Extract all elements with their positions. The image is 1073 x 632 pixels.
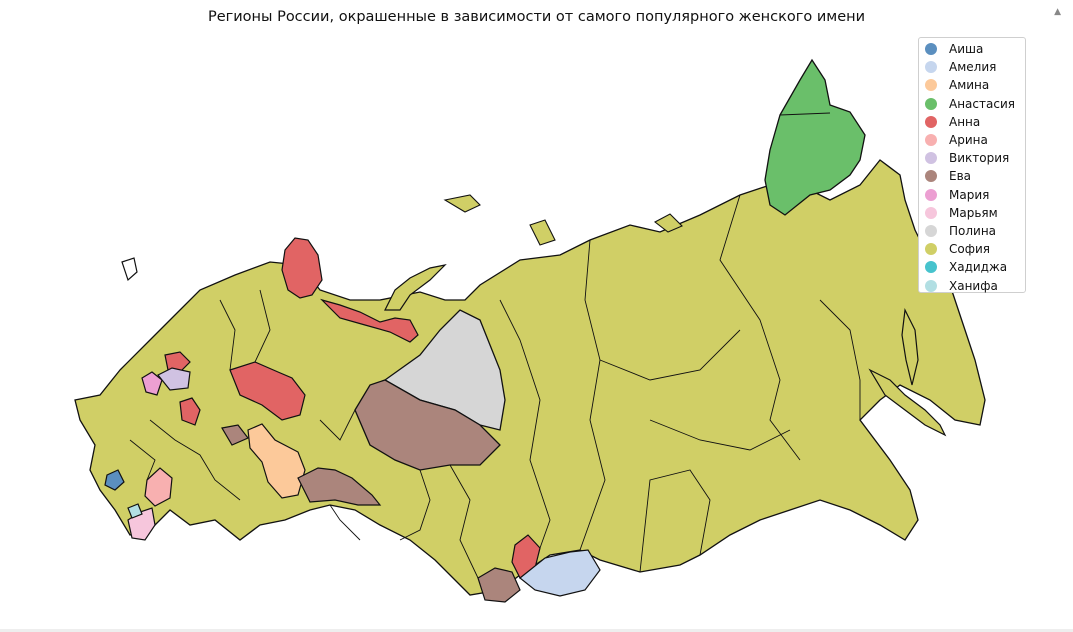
legend-label: Арина [949,133,988,148]
region-chukotka-border [779,112,831,116]
region-tuva [519,549,601,597]
legend-marker [925,188,937,201]
legend-item: Ева [925,167,1025,185]
region-chukotka [764,58,866,216]
region-chechnya [144,467,173,507]
region-karelia [281,237,323,299]
legend-item: Анна [925,113,1025,131]
legend-item: Ханифа [925,276,1025,294]
region-moscow [141,371,163,396]
region-sakhalin [901,307,919,386]
legend-item: Аиша [925,40,1025,58]
legend-marker [925,43,937,56]
region-novaya-zemlya [384,264,447,311]
legend-label: Ханифа [949,278,998,293]
region-arctic-islands [443,194,683,246]
region-khmao [354,379,501,471]
map-legend: Аиша Амелия Амина Анастасия Анна Арина Виктори… [918,37,1026,293]
region-altai-krai [477,567,521,603]
horizontal-scrollbar[interactable] [0,629,1073,632]
legend-marker [925,97,937,110]
legend-marker [925,152,937,165]
map-title: Регионы России, окрашенные в зависимости… [207,9,866,25]
legend-marker [925,261,937,274]
region-nenets [319,298,419,343]
region-kchr [104,469,125,491]
legend-marker [925,115,937,128]
legend-marker [925,170,937,183]
legend-label: София [949,242,990,257]
legend-marker [925,134,937,147]
legend-marker [925,279,937,292]
region-central-anna-2 [164,351,191,373]
region-bashkiria [247,423,306,499]
legend-item: Мария [925,186,1025,204]
legend-label: Анна [949,114,981,129]
legend-marker [925,224,937,237]
legend-item: Амина [925,76,1025,94]
legend-label: Виктория [949,151,1010,166]
legend-marker [925,79,937,92]
legend-label: Мария [949,187,990,202]
region-tver [157,367,191,391]
legend-label: Марьям [949,205,998,220]
legend-item: Полина [925,222,1025,240]
legend-marker [925,243,937,256]
legend-item: Марьям [925,204,1025,222]
legend-item: Виктория [925,149,1025,167]
region-central-anna-1 [229,361,306,421]
caret-up-icon[interactable]: ▲ [1054,7,1061,17]
region-borders [129,194,861,579]
legend-label: Ева [949,169,972,184]
legend-label: Амина [949,78,990,93]
legend-label: Амелия [949,60,997,75]
region-orenburg [297,467,382,506]
legend-item: Хадиджа [925,258,1025,276]
legend-marker [925,206,937,219]
legend-label: Аиша [949,42,984,57]
legend-item: Анастасия [925,95,1025,113]
legend-list: Аиша Амелия Амина Анастасия Анна Арина Виктори… [925,40,1025,295]
legend-label: Полина [949,223,997,238]
legend-label: Хадиджа [949,260,1008,275]
legend-item: София [925,240,1025,258]
legend-marker [925,61,937,74]
region-ingushetia [127,503,143,519]
legend-item: Арина [925,131,1025,149]
region-kamchatka [868,368,947,437]
legend-label: Анастасия [949,96,1015,111]
legend-item: Амелия [925,58,1025,76]
region-kaliningrad [121,257,138,282]
region-ufa-eva [221,424,249,446]
region-central-anna-3 [179,397,201,426]
